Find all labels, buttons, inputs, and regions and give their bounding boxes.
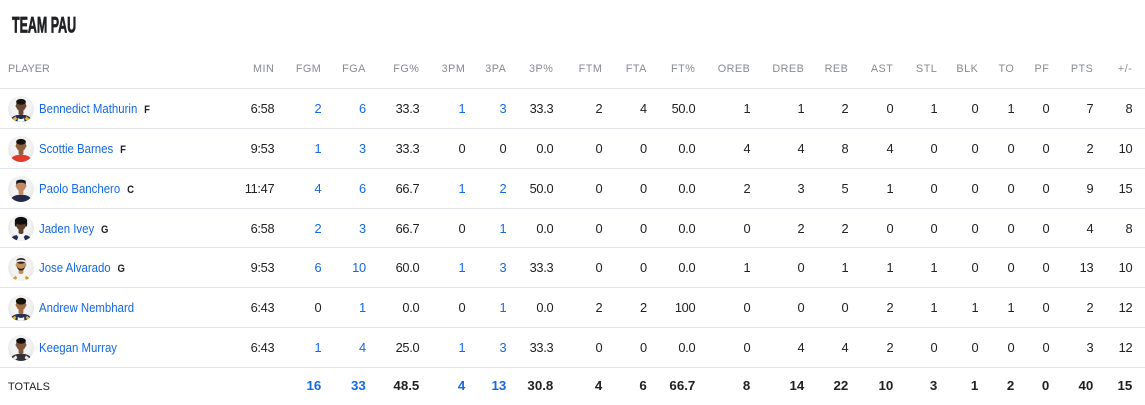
svg-text:TEAM PAU: TEAM PAU [12, 15, 76, 37]
